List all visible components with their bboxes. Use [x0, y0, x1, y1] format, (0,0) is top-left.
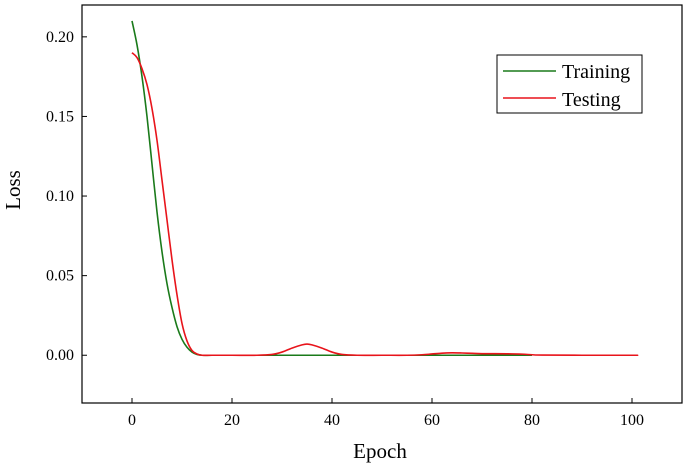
- legend-box: [496, 54, 643, 114]
- x-tick-label: 40: [324, 412, 340, 429]
- legend-label-testing: Testing: [562, 89, 621, 111]
- axis-ticks: [82, 36, 633, 403]
- x-tick-label: 100: [620, 412, 644, 429]
- x-tick-label: 60: [424, 412, 440, 429]
- y-tick-label: 0.20: [46, 29, 74, 46]
- x-tick-label: 20: [224, 412, 240, 429]
- y-tick-label: 0.15: [46, 108, 74, 125]
- series-line-testing: [131, 52, 639, 357]
- y-tick-label: 0.05: [46, 268, 74, 285]
- x-tick-label: 0: [128, 412, 136, 429]
- series-line-training: [131, 20, 532, 357]
- x-tick-label: 80: [524, 412, 540, 429]
- x-axis-title: Epoch: [353, 439, 407, 463]
- plot-frame: [81, 4, 683, 404]
- legend: Training Testing: [496, 54, 643, 114]
- y-tick-label: 0.00: [46, 347, 74, 364]
- y-axis-title: Loss: [1, 170, 25, 210]
- axis-tick-labels: 0 20 40 60 80 100 0.00 0.05 0.10 0.15 0.20: [46, 29, 644, 429]
- series-layer: [131, 20, 639, 357]
- legend-label-training: Training: [562, 61, 630, 83]
- y-tick-label: 0.10: [46, 188, 74, 205]
